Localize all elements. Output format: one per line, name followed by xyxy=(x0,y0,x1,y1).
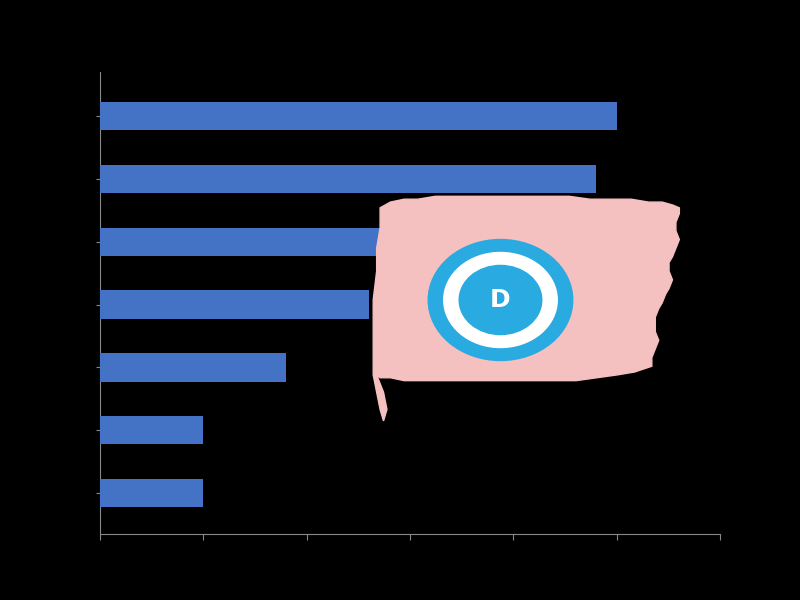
Circle shape xyxy=(428,239,573,361)
Text: D: D xyxy=(490,288,510,312)
Bar xyxy=(100,353,286,382)
Polygon shape xyxy=(373,196,679,421)
Bar xyxy=(100,416,203,445)
Bar xyxy=(100,165,596,193)
Bar xyxy=(100,479,203,507)
Circle shape xyxy=(459,265,542,335)
Circle shape xyxy=(444,253,558,347)
Bar xyxy=(100,102,617,130)
Bar xyxy=(100,227,410,256)
Bar xyxy=(100,290,369,319)
